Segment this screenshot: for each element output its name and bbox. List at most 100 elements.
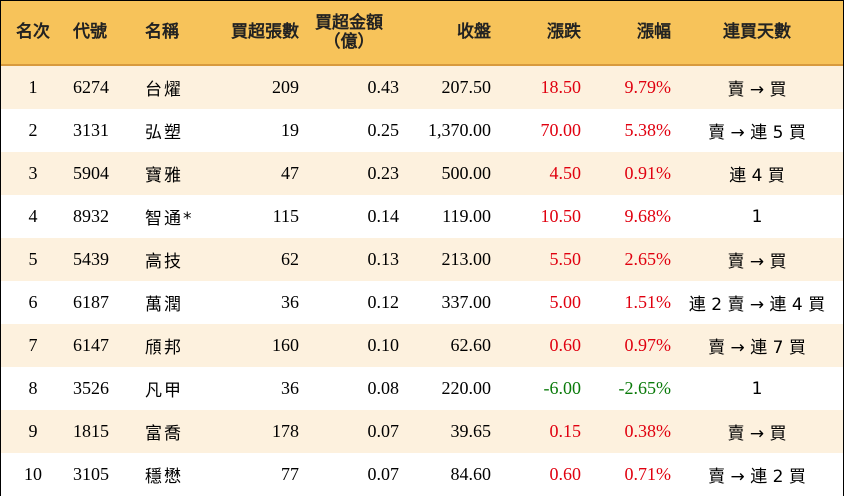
cell-code: 6274 xyxy=(65,65,135,109)
header-amount-line2: （億） xyxy=(323,31,375,52)
cell-pct: 0.91% xyxy=(581,152,671,195)
cell-lots: 36 xyxy=(211,367,299,410)
header-code: 代號 xyxy=(65,1,135,66)
cell-name: 凡甲 xyxy=(135,367,211,410)
cell-name: 智通* xyxy=(135,195,211,238)
cell-code: 3105 xyxy=(65,453,135,496)
cell-streak: 連 2 賣 → 連 4 買 xyxy=(671,281,843,324)
cell-name: 萬潤 xyxy=(135,281,211,324)
cell-rank: 2 xyxy=(1,109,65,152)
table-row: 3 5904 寶雅 47 0.23 500.00 4.50 0.91% 連 4 買 xyxy=(1,152,843,195)
cell-rank: 7 xyxy=(1,324,65,367)
cell-rank: 3 xyxy=(1,152,65,195)
cell-close: 213.00 xyxy=(399,238,491,281)
cell-code: 6187 xyxy=(65,281,135,324)
cell-code: 3526 xyxy=(65,367,135,410)
header-row: 名次 代號 名稱 買超張數 買超金額 （億） 收盤 漲跌 漲幅 連買天數 xyxy=(1,1,843,66)
header-change: 漲跌 xyxy=(491,1,581,66)
cell-amount: 0.13 xyxy=(299,238,399,281)
cell-streak: 賣 → 買 xyxy=(671,65,843,109)
cell-change: 0.15 xyxy=(491,410,581,453)
cell-close: 1,370.00 xyxy=(399,109,491,152)
header-amount: 買超金額 （億） xyxy=(299,1,399,66)
cell-pct: -2.65% xyxy=(581,367,671,410)
cell-lots: 77 xyxy=(211,453,299,496)
cell-pct: 5.38% xyxy=(581,109,671,152)
cell-lots: 62 xyxy=(211,238,299,281)
cell-close: 220.00 xyxy=(399,367,491,410)
cell-streak: 賣 → 連 7 買 xyxy=(671,324,843,367)
header-close: 收盤 xyxy=(399,1,491,66)
cell-name: 寶雅 xyxy=(135,152,211,195)
cell-amount: 0.23 xyxy=(299,152,399,195)
cell-rank: 10 xyxy=(1,453,65,496)
cell-change: 5.00 xyxy=(491,281,581,324)
cell-amount: 0.43 xyxy=(299,65,399,109)
header-pct: 漲幅 xyxy=(581,1,671,66)
cell-streak: 1 xyxy=(671,195,843,238)
cell-name: 富喬 xyxy=(135,410,211,453)
cell-rank: 8 xyxy=(1,367,65,410)
table-row: 7 6147 頎邦 160 0.10 62.60 0.60 0.97% 賣 → 連 7 買 xyxy=(1,324,843,367)
cell-streak: 賣 → 連 2 買 xyxy=(671,453,843,496)
cell-streak: 連 4 買 xyxy=(671,152,843,195)
cell-change: 4.50 xyxy=(491,152,581,195)
cell-close: 62.60 xyxy=(399,324,491,367)
cell-name: 頎邦 xyxy=(135,324,211,367)
table-row: 8 3526 凡甲 36 0.08 220.00 -6.00 -2.65% 1 xyxy=(1,367,843,410)
cell-amount: 0.08 xyxy=(299,367,399,410)
header-lots: 買超張數 xyxy=(211,1,299,66)
cell-rank: 1 xyxy=(1,65,65,109)
cell-close: 39.65 xyxy=(399,410,491,453)
cell-lots: 115 xyxy=(211,195,299,238)
table-body: 1 6274 台燿 209 0.43 207.50 18.50 9.79% 賣 → 買 2 3131… xyxy=(1,65,843,496)
cell-rank: 6 xyxy=(1,281,65,324)
cell-amount: 0.07 xyxy=(299,410,399,453)
cell-change: -6.00 xyxy=(491,367,581,410)
cell-change: 0.60 xyxy=(491,453,581,496)
cell-lots: 36 xyxy=(211,281,299,324)
cell-streak: 賣 → 連 5 買 xyxy=(671,109,843,152)
cell-code: 5904 xyxy=(65,152,135,195)
cell-streak: 賣 → 買 xyxy=(671,238,843,281)
cell-pct: 9.68% xyxy=(581,195,671,238)
cell-change: 5.50 xyxy=(491,238,581,281)
cell-lots: 19 xyxy=(211,109,299,152)
cell-pct: 0.97% xyxy=(581,324,671,367)
cell-amount: 0.25 xyxy=(299,109,399,152)
cell-close: 84.60 xyxy=(399,453,491,496)
table-row: 2 3131 弘塑 19 0.25 1,370.00 70.00 5.38% 賣 → 連 5 買 xyxy=(1,109,843,152)
cell-name: 弘塑 xyxy=(135,109,211,152)
cell-lots: 47 xyxy=(211,152,299,195)
cell-pct: 9.79% xyxy=(581,65,671,109)
table-row: 10 3105 穩懋 77 0.07 84.60 0.60 0.71% 賣 → 連 2 買 xyxy=(1,453,843,496)
table-row: 6 6187 萬潤 36 0.12 337.00 5.00 1.51% 連 2 賣 → 連 4 … xyxy=(1,281,843,324)
cell-name: 高技 xyxy=(135,238,211,281)
cell-change: 10.50 xyxy=(491,195,581,238)
cell-name: 台燿 xyxy=(135,65,211,109)
cell-code: 6147 xyxy=(65,324,135,367)
cell-rank: 5 xyxy=(1,238,65,281)
cell-amount: 0.10 xyxy=(299,324,399,367)
header-streak: 連買天數 xyxy=(671,1,843,66)
cell-pct: 0.71% xyxy=(581,453,671,496)
cell-name: 穩懋 xyxy=(135,453,211,496)
cell-code: 5439 xyxy=(65,238,135,281)
cell-close: 119.00 xyxy=(399,195,491,238)
cell-lots: 160 xyxy=(211,324,299,367)
table-row: 4 8932 智通* 115 0.14 119.00 10.50 9.68% 1 xyxy=(1,195,843,238)
cell-amount: 0.07 xyxy=(299,453,399,496)
cell-rank: 4 xyxy=(1,195,65,238)
cell-code: 8932 xyxy=(65,195,135,238)
cell-amount: 0.12 xyxy=(299,281,399,324)
header-amount-line1: 買超金額 xyxy=(315,12,383,33)
cell-close: 500.00 xyxy=(399,152,491,195)
cell-lots: 209 xyxy=(211,65,299,109)
header-rank: 名次 xyxy=(1,1,65,66)
cell-streak: 賣 → 買 xyxy=(671,410,843,453)
cell-change: 18.50 xyxy=(491,65,581,109)
table-row: 5 5439 高技 62 0.13 213.00 5.50 2.65% 賣 → 買 xyxy=(1,238,843,281)
cell-code: 1815 xyxy=(65,410,135,453)
